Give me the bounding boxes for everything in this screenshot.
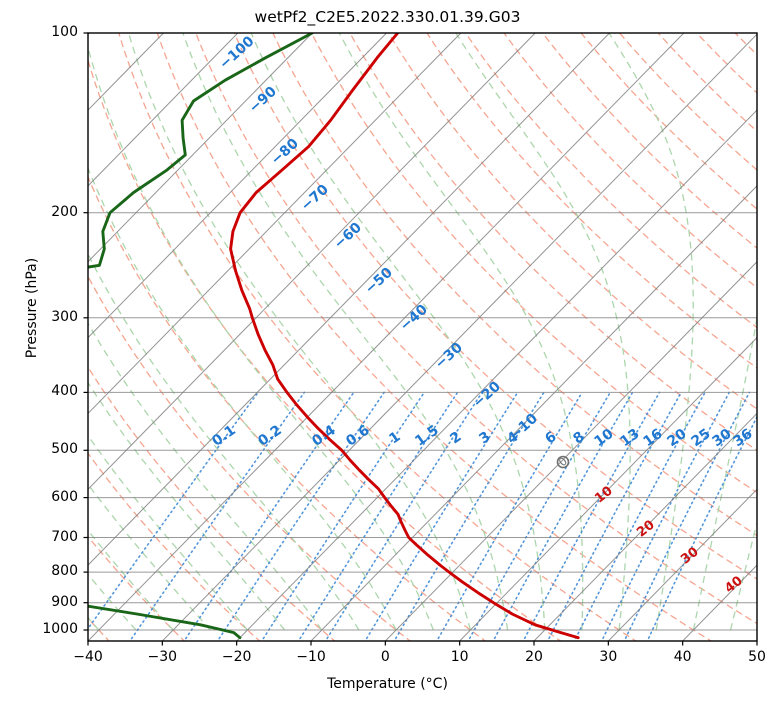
isobar-lines [88,33,757,631]
x-tick-label: −30 [147,649,178,665]
y-tick-label: 1000 [42,621,78,637]
x-tick-label: 30 [599,649,618,665]
y-tick-label: 700 [51,528,78,545]
x-tick-label: 20 [525,649,543,665]
y-tick-label: 500 [51,441,78,458]
plot-border [87,32,758,642]
y-tick-label: 900 [51,593,78,610]
x-tick-label: −20 [221,649,252,665]
x-tick-label: 40 [673,649,692,665]
sounding-curves [88,33,580,640]
y-tick-label: 100 [51,24,78,40]
page-title: wetPf2_C2E5.2022.330.01.39.G03 [254,8,521,26]
x-tick-label: 50 [748,649,766,665]
axis-ticks [83,32,758,646]
x-tick-label: −10 [296,649,326,665]
x-tick-label: −40 [73,649,103,665]
y-tick-label: 300 [51,308,78,325]
x-axis-label: Temperature (°C) [327,676,448,692]
y-tick-label: 800 [51,563,78,580]
x-tick-label: 0 [380,649,390,665]
y-tick-label: 600 [51,488,78,505]
y-tick-label: 200 [51,203,78,220]
y-tick-label: 400 [51,383,78,400]
mixing-ratio-lines [88,391,757,641]
isotherm-lines [88,33,757,641]
level-marker [556,455,570,469]
x-tick-label: 10 [450,649,469,665]
